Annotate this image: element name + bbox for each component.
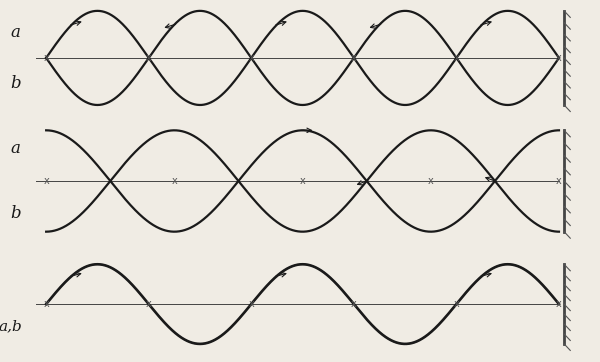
Text: x: x <box>146 53 152 63</box>
Text: x: x <box>428 176 434 186</box>
Text: x: x <box>43 299 49 309</box>
Text: x: x <box>351 299 357 309</box>
Text: x: x <box>556 176 562 186</box>
Text: x: x <box>43 53 49 63</box>
Text: x: x <box>351 53 357 63</box>
Text: x: x <box>248 53 254 63</box>
Text: x: x <box>146 299 152 309</box>
Text: b: b <box>10 205 20 222</box>
Text: x: x <box>454 299 459 309</box>
Text: x: x <box>556 299 562 309</box>
Text: x: x <box>299 176 305 186</box>
Text: a: a <box>10 140 20 157</box>
Text: x: x <box>556 53 562 63</box>
Text: x: x <box>172 176 177 186</box>
Text: a: a <box>10 24 20 41</box>
Text: a,b: a,b <box>0 319 22 333</box>
Text: x: x <box>248 299 254 309</box>
Text: b: b <box>10 75 20 92</box>
Text: x: x <box>454 53 459 63</box>
Text: x: x <box>43 176 49 186</box>
